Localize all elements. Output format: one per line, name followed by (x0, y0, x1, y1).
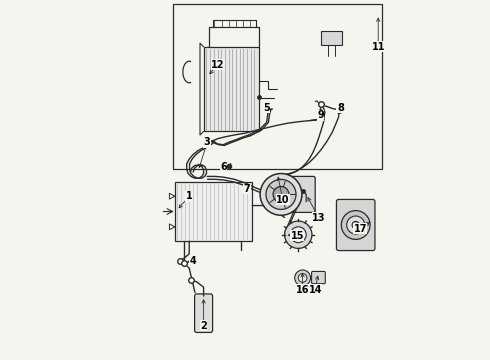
Text: 11: 11 (371, 42, 385, 52)
Circle shape (285, 221, 312, 248)
Text: 13: 13 (312, 213, 325, 223)
FancyBboxPatch shape (279, 176, 315, 212)
Circle shape (298, 274, 307, 282)
Circle shape (260, 174, 302, 215)
Text: 7: 7 (244, 184, 250, 194)
Text: 1: 1 (186, 191, 193, 201)
Text: 12: 12 (211, 60, 225, 70)
Text: 15: 15 (291, 231, 304, 241)
Circle shape (294, 231, 302, 238)
Text: 17: 17 (353, 224, 367, 234)
Circle shape (273, 186, 289, 202)
Bar (175, 182, 252, 241)
Circle shape (266, 179, 296, 210)
Text: 8: 8 (337, 103, 344, 113)
Text: 3: 3 (204, 137, 211, 147)
Circle shape (347, 216, 365, 234)
Bar (173, 4, 382, 169)
Text: 5: 5 (263, 103, 270, 113)
Text: 10: 10 (276, 195, 290, 205)
Text: 2: 2 (200, 321, 207, 331)
Text: 4: 4 (190, 256, 196, 266)
Circle shape (342, 211, 370, 239)
Text: 6: 6 (220, 162, 227, 172)
FancyBboxPatch shape (312, 271, 325, 284)
Text: 16: 16 (296, 285, 309, 295)
FancyBboxPatch shape (195, 294, 213, 333)
Text: 14: 14 (308, 285, 322, 295)
Text: 9: 9 (317, 110, 324, 120)
Circle shape (352, 221, 359, 229)
Bar (204, 47, 259, 131)
Bar (320, 31, 342, 45)
FancyBboxPatch shape (337, 199, 375, 251)
Circle shape (294, 270, 311, 286)
Circle shape (291, 227, 306, 243)
